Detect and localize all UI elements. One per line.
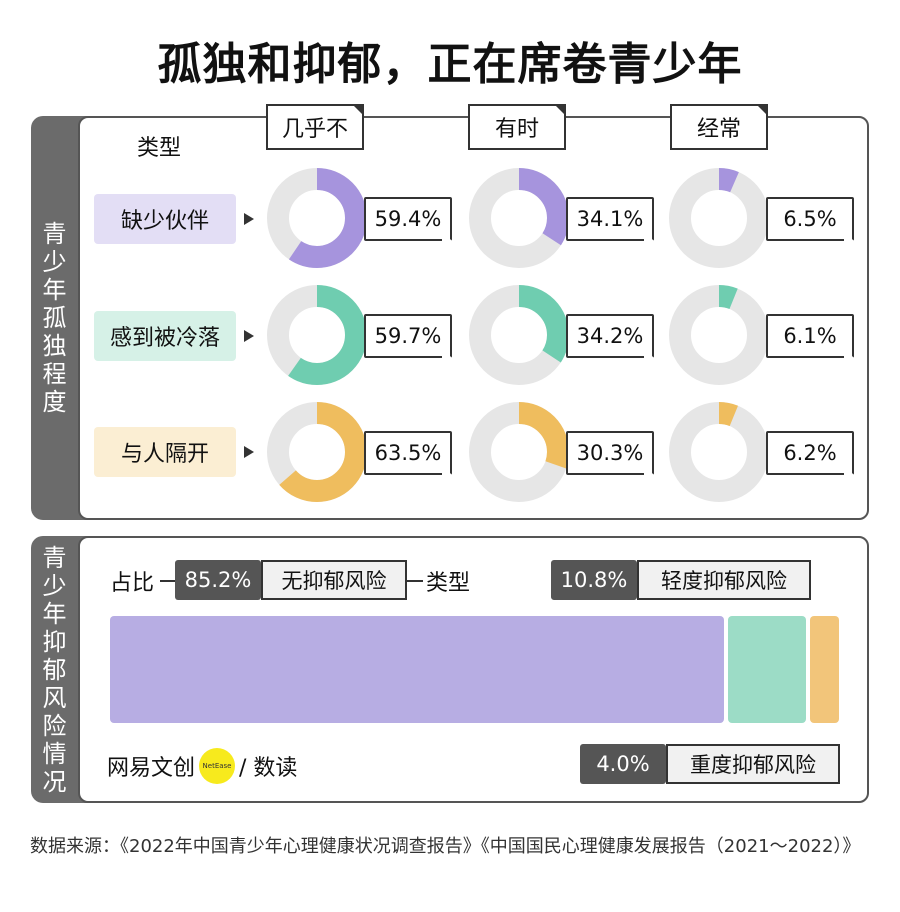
donut-slice	[469, 285, 569, 385]
donut-isolated-often	[669, 402, 769, 502]
type-header: 类型	[137, 136, 182, 161]
donut-lack-partners-rarely	[267, 168, 367, 268]
pct-label: 59.7%	[364, 314, 452, 358]
category-label-left-out: 感到被冷落	[94, 311, 236, 361]
donut-isolated-rarely	[267, 402, 367, 502]
pct-tag-severe-risk: 4.0%	[580, 744, 666, 784]
donut-slice	[267, 402, 367, 502]
pct-label: 59.4%	[364, 197, 452, 241]
donut-left-out-rarely	[267, 285, 367, 385]
pct-tag-mild-risk: 10.8%	[551, 560, 637, 600]
source-note: 数据来源：《2022年中国青少年心理健康状况调查报告》《中国国民心理健康发展报告…	[30, 836, 861, 857]
legend-connector	[407, 580, 423, 582]
legend-connector	[160, 580, 176, 582]
donut-slice	[267, 168, 367, 268]
type-label: 类型	[426, 571, 471, 596]
donut-slice	[469, 402, 569, 502]
pct-tag-no-risk: 85.2%	[175, 560, 261, 600]
depression-side-label: 青少年抑郁风险情况	[42, 543, 67, 796]
pct-label: 34.2%	[566, 314, 654, 358]
name-tag-mild-risk: 轻度抑郁风险	[637, 560, 811, 600]
bar-no-risk	[110, 616, 725, 723]
pct-label: 6.5%	[766, 197, 854, 241]
category-label-isolated: 与人隔开	[94, 427, 236, 477]
column-header-sometimes: 有时	[468, 104, 566, 150]
netease-dot-icon: NetEase	[199, 748, 236, 784]
donut-slice	[669, 168, 769, 268]
bar-severe-risk	[810, 616, 839, 723]
donut-lack-partners-often	[669, 168, 769, 268]
row-arrow-icon	[244, 446, 254, 458]
pct-label: 6.2%	[766, 431, 854, 475]
brand-logo: 网易文创 NetEase / 数读	[107, 748, 297, 784]
pct-label: 34.1%	[566, 197, 654, 241]
column-header-rarely: 几乎不	[266, 104, 364, 150]
page-title: 孤独和抑郁，正在席卷青少年	[157, 39, 743, 90]
donut-left-out-often	[669, 285, 769, 385]
bar-mild-risk	[728, 616, 807, 723]
donut-track	[669, 285, 769, 385]
donut-lack-partners-sometimes	[469, 168, 569, 268]
ratio-label: 占比	[110, 571, 155, 596]
donut-left-out-sometimes	[469, 285, 569, 385]
pct-label: 30.3%	[566, 431, 654, 475]
donut-track	[669, 402, 769, 502]
pct-label: 63.5%	[364, 431, 452, 475]
row-arrow-icon	[244, 330, 254, 342]
pct-label: 6.1%	[766, 314, 854, 358]
logo-text-left: 网易文创	[107, 756, 196, 781]
donut-slice	[267, 285, 367, 385]
column-header-often: 经常	[670, 104, 768, 150]
loneliness-side-label: 青少年孤独程度	[42, 220, 67, 416]
name-tag-severe-risk: 重度抑郁风险	[666, 744, 840, 784]
logo-text-right: / 数读	[239, 756, 298, 781]
donut-slice	[669, 402, 769, 502]
donut-slice	[469, 168, 569, 268]
category-label-lack-partners: 缺少伙伴	[94, 194, 236, 244]
donut-track	[669, 168, 769, 268]
name-tag-no-risk: 无抑郁风险	[261, 560, 407, 600]
row-arrow-icon	[244, 213, 254, 225]
donut-isolated-sometimes	[469, 402, 569, 502]
donut-slice	[669, 285, 769, 385]
